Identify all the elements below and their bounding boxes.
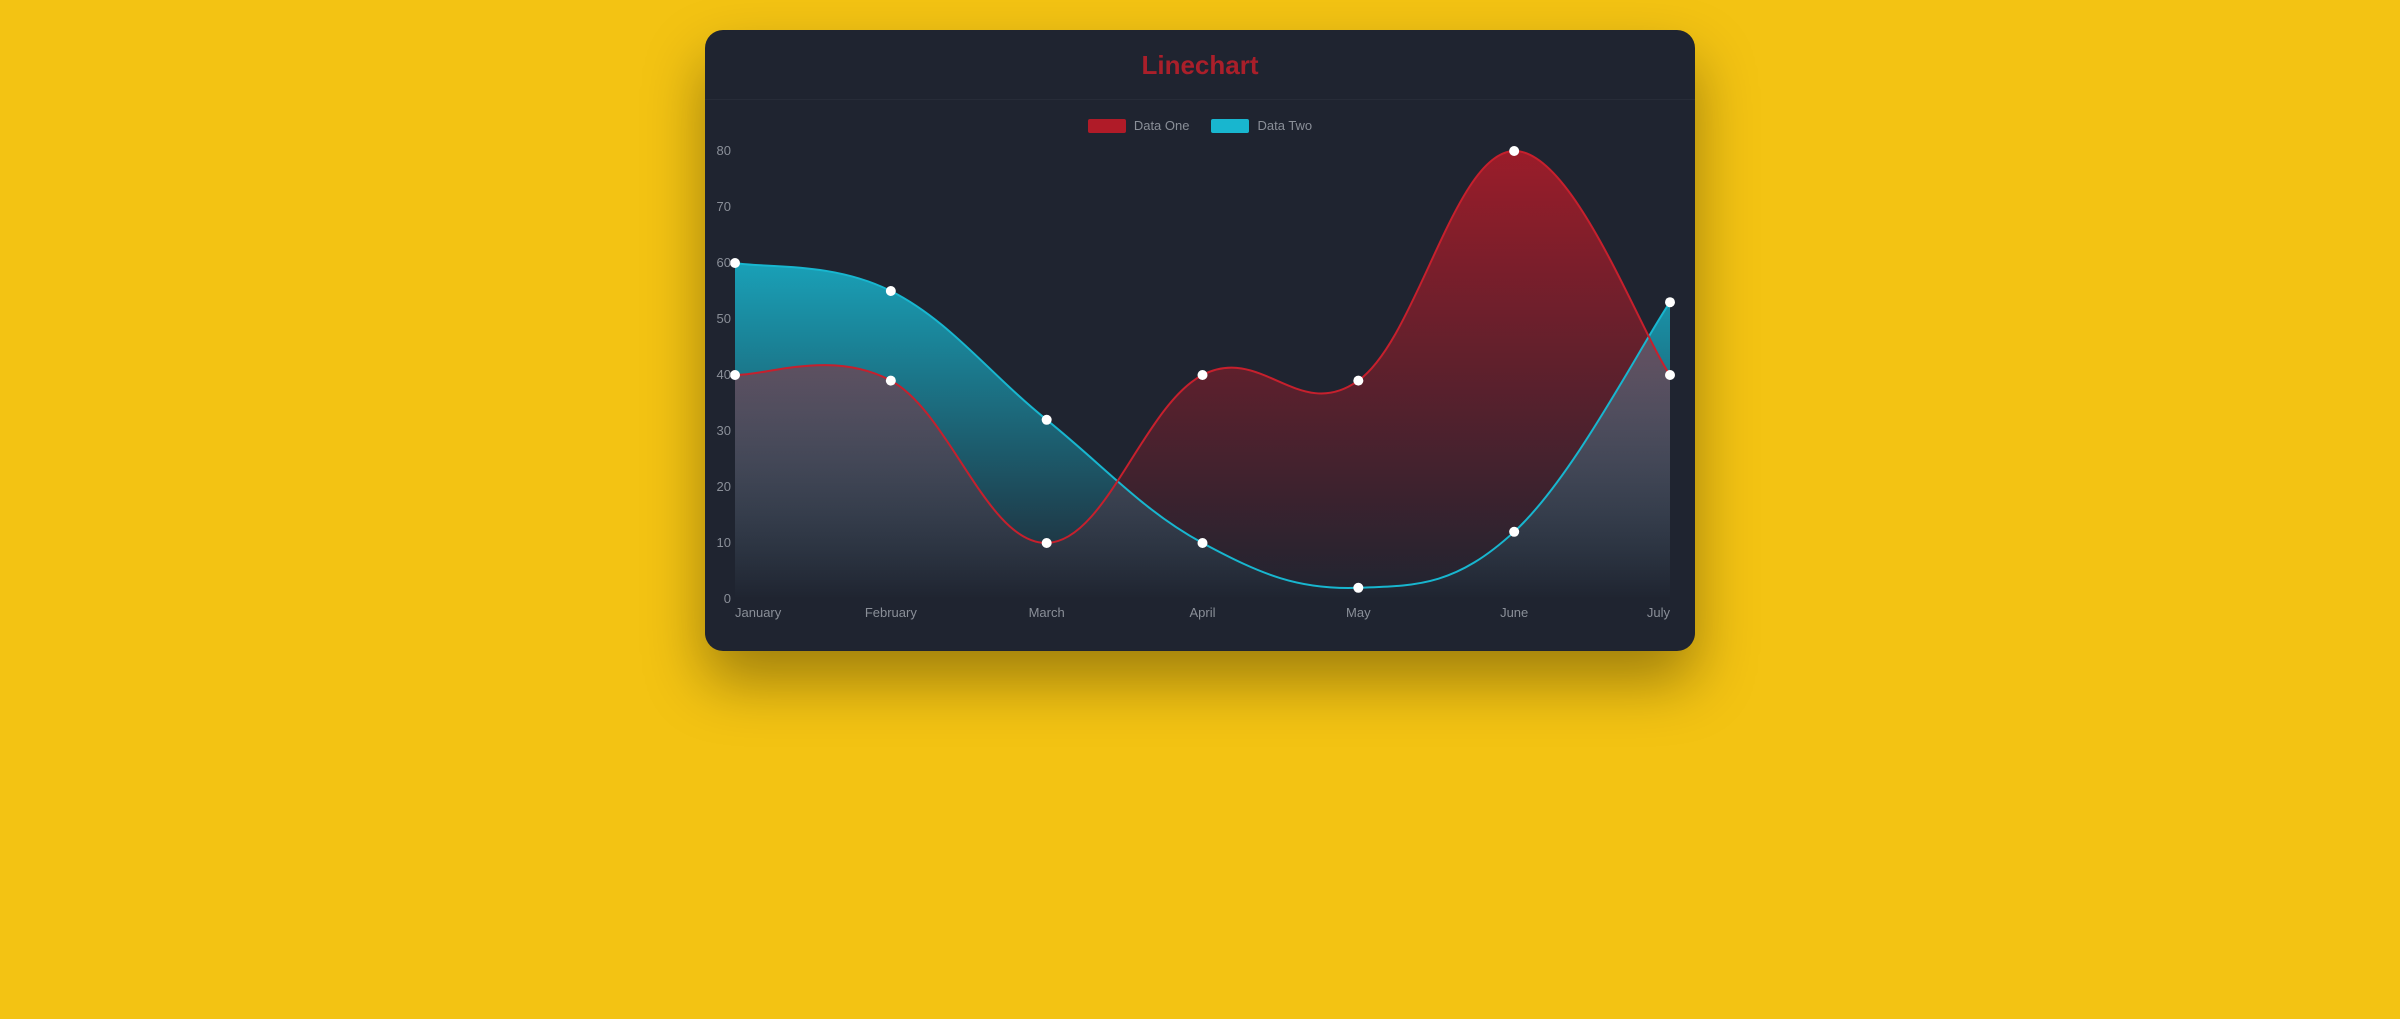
y-tick-label: 10 xyxy=(717,535,731,550)
line-chart: 0 10 20 30 40 50 60 70 80 January February March Ap… xyxy=(715,141,1675,641)
x-tick-label: July xyxy=(1647,605,1671,620)
y-tick-label: 60 xyxy=(717,255,731,270)
legend-swatch-data-two xyxy=(1211,119,1249,133)
chart-card: Linechart Data One Data Two 0 10 20 30 40 50 6… xyxy=(705,30,1695,651)
chart-area: Data One Data Two 0 10 20 30 40 50 60 70 80 Janu… xyxy=(705,100,1695,651)
marker-0-2 xyxy=(1042,538,1052,548)
x-tick-label: March xyxy=(1029,605,1065,620)
marker-1-0 xyxy=(730,258,740,268)
y-tick-label: 0 xyxy=(724,591,731,606)
legend: Data One Data Two xyxy=(715,118,1685,133)
marker-0-3 xyxy=(1198,370,1208,380)
marker-1-6 xyxy=(1665,297,1675,307)
marker-1-5 xyxy=(1509,527,1519,537)
marker-0-5 xyxy=(1509,146,1519,156)
marker-1-3 xyxy=(1198,538,1208,548)
marker-0-6 xyxy=(1665,370,1675,380)
chart-title: Linechart xyxy=(705,30,1695,100)
y-tick-label: 80 xyxy=(717,143,731,158)
x-tick-label: June xyxy=(1500,605,1528,620)
marker-1-2 xyxy=(1042,415,1052,425)
y-tick-label: 20 xyxy=(717,479,731,494)
x-tick-label: January xyxy=(735,605,782,620)
x-tick-label: April xyxy=(1189,605,1215,620)
y-tick-label: 30 xyxy=(717,423,731,438)
x-tick-label: May xyxy=(1346,605,1371,620)
marker-1-1 xyxy=(886,286,896,296)
marker-0-0 xyxy=(730,370,740,380)
legend-item-data-one[interactable]: Data One xyxy=(1088,118,1190,133)
marker-0-4 xyxy=(1353,376,1363,386)
marker-0-1 xyxy=(886,376,896,386)
legend-item-data-two[interactable]: Data Two xyxy=(1211,118,1312,133)
x-tick-label: February xyxy=(865,605,918,620)
y-tick-label: 40 xyxy=(717,367,731,382)
legend-label-data-one: Data One xyxy=(1134,118,1190,133)
y-tick-label: 70 xyxy=(717,199,731,214)
marker-1-4 xyxy=(1353,583,1363,593)
legend-label-data-two: Data Two xyxy=(1257,118,1312,133)
y-tick-label: 50 xyxy=(717,311,731,326)
legend-swatch-data-one xyxy=(1088,119,1126,133)
